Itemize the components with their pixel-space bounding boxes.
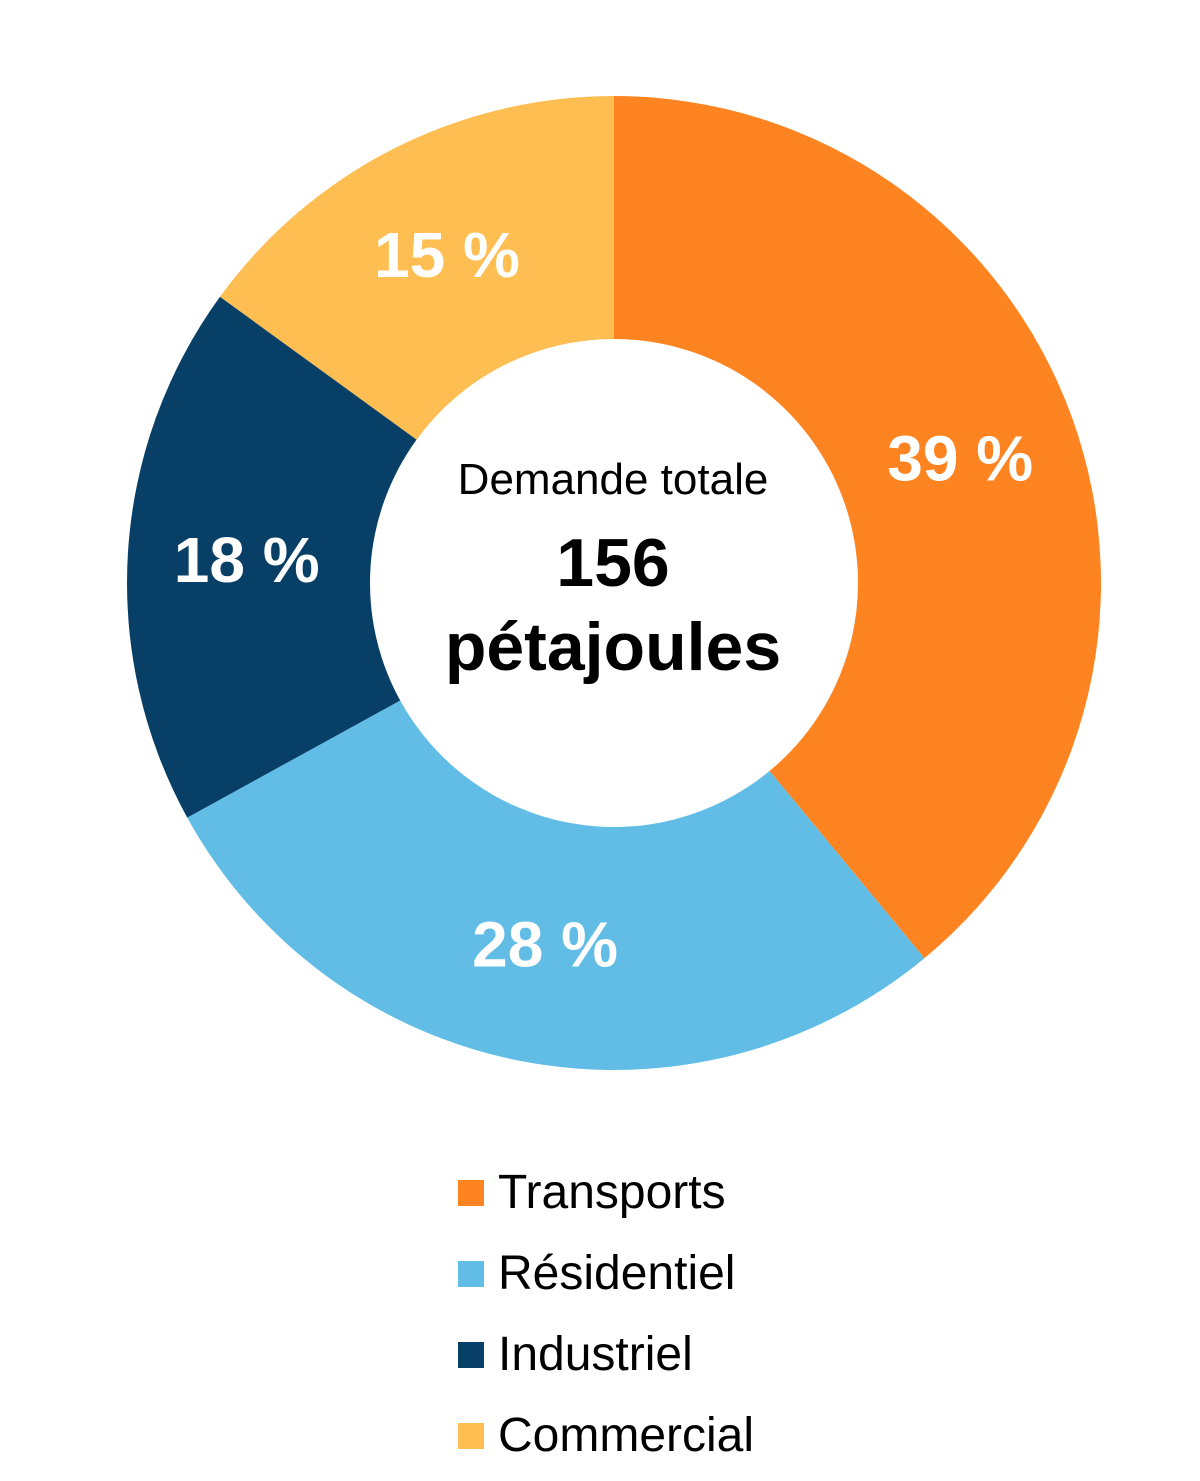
donut-chart: 39 % 28 % 18 % 15 % Demande totale 156 péta… [127, 95, 1101, 1070]
slice-transports [614, 96, 1101, 959]
legend-swatch-industriel [458, 1341, 484, 1368]
legend-swatch-residentiel [458, 1260, 484, 1287]
slices-group [127, 95, 1101, 1070]
slice-label-residentiel: 28 % [472, 908, 618, 980]
slice-commercial [220, 95, 614, 440]
slice-residentiel [187, 700, 925, 1070]
legend: Transports Résidentiel Industriel Commercia… [458, 1152, 754, 1476]
legend-item-residentiel: Résidentiel [458, 1233, 754, 1314]
legend-label-residentiel: Résidentiel [498, 1246, 736, 1300]
legend-label-transports: Transports [498, 1165, 726, 1219]
slice-labels-group: 39 % 28 % 18 % 15 % [174, 219, 1033, 980]
slice-label-transports: 39 % [887, 422, 1033, 494]
center-total-unit: pétajoules [445, 609, 781, 685]
center-total-value: 156 [556, 525, 669, 601]
legend-swatch-transports [458, 1179, 484, 1206]
legend-item-industriel: Industriel [458, 1314, 754, 1395]
legend-label-commercial: Commercial [498, 1408, 755, 1462]
slice-industriel [127, 296, 417, 818]
legend-item-commercial: Commercial [458, 1395, 754, 1476]
legend-swatch-commercial [458, 1422, 484, 1449]
center-caption: Demande totale [458, 455, 769, 504]
legend-label-industriel: Industriel [498, 1327, 693, 1381]
slice-label-commercial: 15 % [374, 219, 520, 291]
slice-label-industriel: 18 % [174, 524, 320, 596]
legend-item-transports: Transports [458, 1152, 754, 1233]
